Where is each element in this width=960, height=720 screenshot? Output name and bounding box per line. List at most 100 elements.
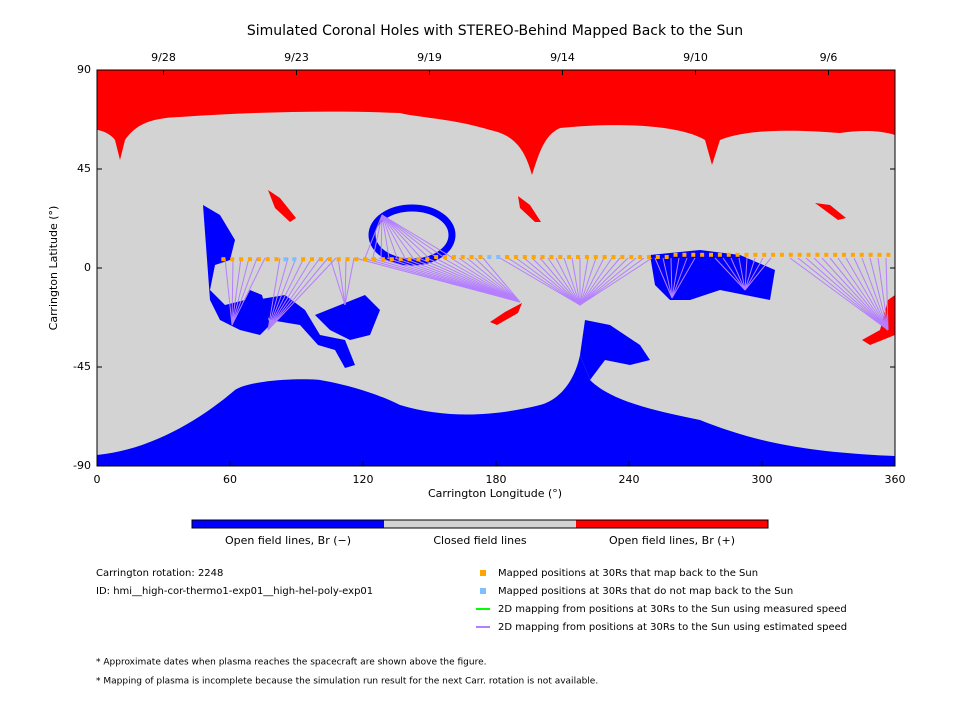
mapped-point	[842, 252, 847, 257]
mapped-point	[735, 252, 740, 257]
mapping-line	[231, 257, 234, 326]
mapped-point	[567, 255, 572, 259]
mapping-line	[845, 257, 889, 331]
mapped-point	[318, 257, 323, 262]
negative-hole	[368, 204, 456, 266]
legend-symbol	[480, 588, 486, 594]
mapping-line	[671, 257, 696, 299]
mapping-line	[418, 257, 521, 303]
mapping-line	[579, 257, 629, 306]
mapping-line	[231, 257, 266, 326]
mapped-point	[850, 252, 855, 257]
mapping-line	[670, 257, 673, 299]
mapping-line	[267, 257, 337, 331]
mapped-point	[877, 252, 882, 257]
mapping-line	[364, 214, 383, 259]
mapped-point	[380, 257, 385, 262]
mapped-point	[549, 255, 554, 259]
mapping-line	[531, 257, 581, 306]
positive-hole	[815, 203, 846, 220]
mapped-point	[779, 252, 784, 257]
mapping-line	[267, 257, 321, 331]
mapping-line	[744, 257, 764, 291]
negative-hole	[203, 205, 270, 335]
mapping-line	[722, 257, 746, 291]
y-tick-label: -45	[73, 360, 91, 373]
mapping-line	[381, 214, 422, 259]
mapped-point	[584, 255, 589, 259]
mapping-line	[885, 257, 889, 331]
mapping-line	[267, 257, 305, 331]
mapping-line	[450, 257, 521, 303]
top-tick-label: 9/19	[417, 51, 442, 64]
info-text: Carrington rotation: 2248	[96, 568, 223, 579]
mapped-point	[611, 255, 616, 259]
legend-label: Mapped positions at 30Rs that map back t…	[498, 568, 758, 579]
mapped-point	[806, 252, 811, 257]
mapping-line	[267, 257, 313, 331]
mapped-point	[372, 257, 377, 262]
mapped-point	[451, 255, 456, 259]
mapped-point	[327, 257, 332, 262]
mapped-point	[221, 257, 226, 262]
mapped-point	[336, 257, 341, 262]
mapped-point	[247, 257, 252, 262]
mapped-point	[744, 252, 749, 257]
negative-polar-hole	[97, 355, 895, 466]
colorbar-segment	[384, 520, 576, 528]
mapping-line	[515, 257, 581, 306]
mapping-line	[869, 257, 889, 331]
mapped-point	[620, 255, 625, 259]
mapping-line	[426, 257, 521, 303]
mapped-point	[283, 257, 288, 262]
mapping-line	[329, 257, 346, 306]
y-tick-label: 45	[77, 162, 91, 175]
mapping-line	[662, 257, 673, 299]
mapped-point	[256, 257, 261, 262]
mapped-point	[460, 255, 465, 259]
x-axis-label: Carrington Longitude (°)	[428, 487, 562, 500]
note: * Mapping of plasma is incomplete becaus…	[96, 677, 598, 687]
mapped-point	[576, 255, 581, 259]
mapping-line	[829, 257, 889, 331]
mapping-line	[579, 257, 621, 306]
legend-label: 2D mapping from positions at 30Rs to the…	[498, 604, 847, 615]
mapping-line	[571, 257, 581, 306]
mapping-lines	[224, 214, 889, 331]
mapped-point	[469, 255, 474, 259]
mapping-line	[579, 257, 589, 306]
mapping-line	[267, 257, 281, 331]
mapped-point	[522, 255, 527, 259]
mapping-line	[563, 257, 581, 306]
mapped-point	[407, 257, 412, 262]
mapped-point	[416, 257, 421, 262]
mapping-line	[381, 214, 406, 259]
mapping-line	[579, 257, 613, 306]
x-tick-label: 60	[223, 473, 237, 486]
positive-polar-hole	[97, 70, 895, 175]
y-tick-label: -90	[73, 459, 91, 472]
colorbar-segment	[192, 520, 384, 528]
x-tick-label: 0	[94, 473, 101, 486]
positive-hole	[862, 295, 895, 345]
mapping-line	[579, 257, 637, 306]
mapped-point	[478, 255, 483, 259]
mapping-line	[380, 214, 383, 259]
mapping-line	[744, 257, 748, 291]
mapping-line	[877, 257, 889, 331]
mapping-line	[671, 257, 680, 299]
mapped-point	[833, 252, 838, 257]
mapping-line	[434, 257, 521, 303]
mapped-point	[646, 255, 651, 259]
mapped-point	[354, 257, 359, 262]
mapped-point	[363, 257, 368, 262]
mapping-line	[231, 257, 242, 326]
mapped-point	[230, 257, 235, 262]
mapping-line	[381, 214, 438, 259]
mapping-line	[381, 214, 414, 259]
mapping-line	[738, 257, 746, 291]
mapping-line	[231, 257, 250, 326]
mapped-point	[717, 252, 722, 257]
mapped-point	[664, 255, 669, 259]
